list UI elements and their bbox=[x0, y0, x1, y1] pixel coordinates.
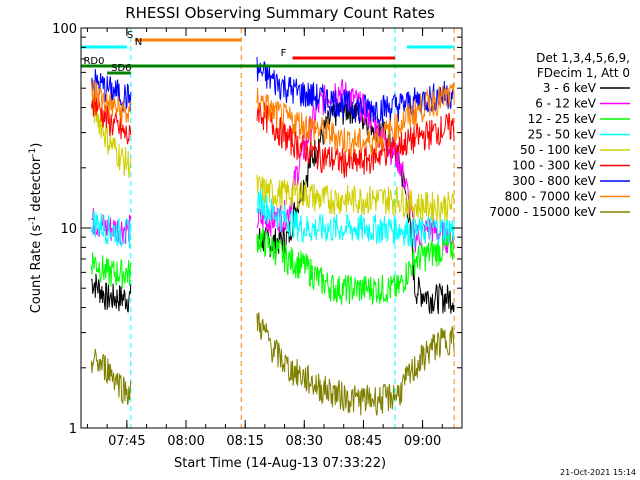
series-line bbox=[90, 93, 132, 145]
series-line bbox=[90, 93, 132, 179]
series-line bbox=[90, 273, 132, 313]
series-line bbox=[256, 101, 455, 178]
series-line bbox=[256, 174, 455, 222]
series-line bbox=[90, 210, 132, 249]
legend-label: 25 - 50 keV bbox=[528, 128, 597, 142]
legend-label: 50 - 100 keV bbox=[520, 143, 597, 157]
y-axis: 1 10 100 bbox=[52, 22, 462, 437]
flag-label: N bbox=[135, 37, 142, 48]
footer-timestamp: 21-Oct-2021 15:14 bbox=[560, 468, 636, 477]
series-line bbox=[90, 348, 132, 405]
legend-label: 300 - 800 keV bbox=[512, 174, 596, 188]
x-tick-label: 08:30 bbox=[286, 434, 323, 449]
flag-label: F bbox=[281, 48, 287, 59]
legend: Det 1,3,4,5,6,9, FDecim 1, Att 0 3 - 6 k… bbox=[489, 51, 630, 219]
plot-area: RD0 SD6 SN F bbox=[81, 28, 455, 428]
series-line bbox=[90, 80, 132, 127]
x-tick-label: 09:00 bbox=[404, 434, 441, 449]
series-line bbox=[256, 94, 455, 315]
legend-header-2: FDecim 1, Att 0 bbox=[537, 66, 630, 80]
x-axis-label: Start Time (14-Aug-13 07:33:22) bbox=[174, 456, 386, 471]
y-axis-label-rest: detector bbox=[29, 156, 44, 216]
legend-label: 100 - 300 keV bbox=[512, 159, 596, 173]
x-tick-label: 07:45 bbox=[108, 434, 145, 449]
legend-header-1: Det 1,3,4,5,6,9, bbox=[536, 51, 630, 65]
legend-label: 7000 - 15000 keV bbox=[489, 205, 596, 219]
y-tick-label: 1 bbox=[69, 422, 77, 437]
y-tick-label: 100 bbox=[52, 22, 77, 37]
legend-label: 12 - 25 keV bbox=[528, 112, 597, 126]
y-tick-label: 10 bbox=[60, 222, 77, 237]
flag-label: SD6 bbox=[111, 63, 131, 74]
x-tick-label: 08:15 bbox=[226, 434, 263, 449]
chart-title: RHESSI Observing Summary Count Rates bbox=[125, 4, 435, 22]
legend-label: 800 - 7000 keV bbox=[505, 190, 597, 204]
series-line bbox=[256, 311, 455, 416]
flag-label: RD0 bbox=[83, 56, 104, 67]
x-tick-label: 08:00 bbox=[167, 434, 204, 449]
flag-label: S bbox=[127, 30, 133, 41]
series-line bbox=[256, 227, 455, 305]
series-line bbox=[91, 208, 132, 245]
series-line bbox=[256, 83, 455, 158]
y-axis-label-sup2: -1 bbox=[28, 148, 38, 157]
x-tick-label: 08:45 bbox=[345, 434, 382, 449]
y-axis-label-end: ) bbox=[29, 143, 44, 148]
y-axis-label-sup: -1 bbox=[28, 216, 38, 225]
y-axis-label-main: Count Rate (s bbox=[29, 225, 44, 314]
legend-label: 3 - 6 keV bbox=[543, 81, 597, 95]
x-axis: 07:45 08:00 08:15 08:30 08:45 09:00 bbox=[86, 28, 463, 449]
series-line bbox=[256, 188, 455, 249]
legend-label: 6 - 12 keV bbox=[535, 97, 597, 111]
y-axis-label: Count Rate (s-1 detector-1) bbox=[28, 143, 44, 314]
series-line bbox=[90, 252, 132, 289]
